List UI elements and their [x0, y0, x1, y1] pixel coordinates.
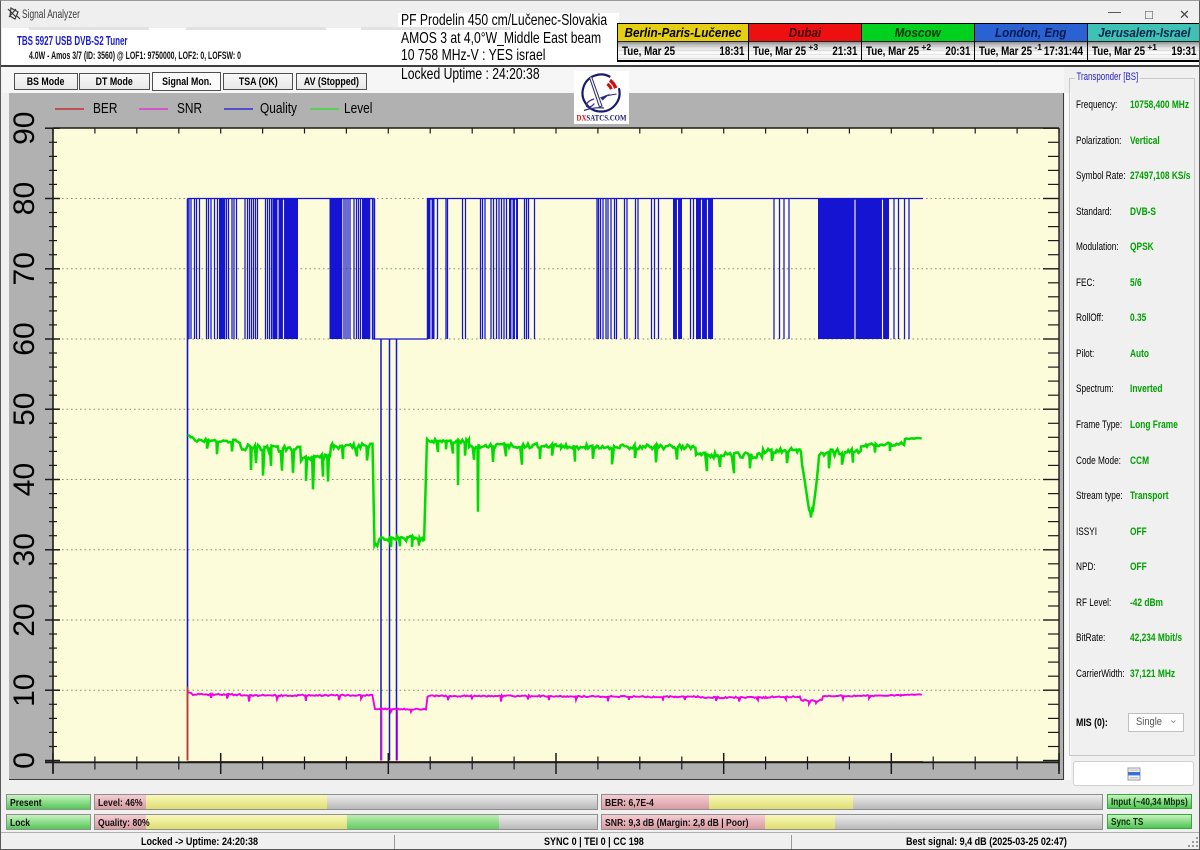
svg-text:10: 10: [9, 674, 41, 707]
svg-text:40: 40: [9, 463, 41, 496]
svg-text:DXSATCS.COM: DXSATCS.COM: [577, 113, 627, 122]
svg-text:20: 20: [9, 603, 41, 636]
svg-text:90: 90: [9, 112, 41, 145]
svg-text:80: 80: [9, 182, 41, 215]
svg-text:0: 0: [9, 752, 41, 769]
svg-text:60: 60: [9, 322, 41, 355]
svg-text:50: 50: [9, 393, 41, 426]
svg-text:70: 70: [9, 252, 41, 285]
svg-text:30: 30: [9, 533, 41, 566]
